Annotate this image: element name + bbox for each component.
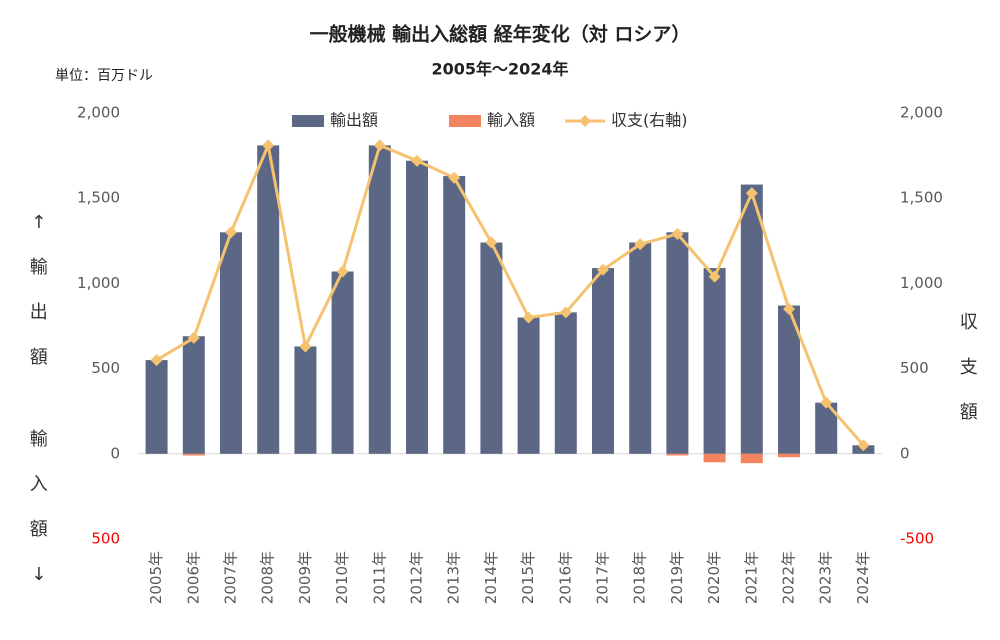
marker [820, 396, 833, 409]
y2-tick-label: 500 [900, 359, 929, 377]
x-tick-label: 2016年 [556, 551, 574, 604]
x-tick-label: 2022年 [780, 551, 798, 604]
y-tick-label: 0 [110, 444, 120, 462]
bar [145, 360, 168, 454]
x-tick-label: 2020年 [705, 551, 723, 604]
x-tick-label: 2009年 [296, 551, 314, 604]
y2-tick-label: 1,000 [900, 274, 943, 292]
marker [597, 263, 609, 276]
bar [182, 453, 205, 456]
marker [783, 302, 795, 315]
bar [778, 305, 800, 454]
legend-swatch [579, 115, 591, 127]
bar [480, 242, 503, 454]
x-tick-label: 2021年 [742, 551, 760, 604]
y-axis-label-top: ↑輸出額 [29, 212, 48, 368]
bar [740, 184, 763, 454]
x-tick-label: 2018年 [631, 551, 649, 604]
x-tick-label: 2023年 [817, 551, 835, 604]
x-tick-label: 2006年 [184, 551, 202, 604]
y2-tick-label: 2,000 [900, 104, 943, 122]
marker [708, 270, 721, 283]
y-tick-label: 500 [91, 530, 120, 548]
y-tick-label: 1,500 [77, 189, 120, 207]
bar [666, 232, 689, 454]
y2-tick-label: -500 [900, 530, 934, 548]
x-tick-label: 2012年 [408, 551, 426, 604]
marker [634, 238, 647, 251]
bar [331, 271, 354, 454]
y-tick-label: 2,000 [77, 104, 120, 122]
bar [220, 232, 242, 454]
y-tick-label: 1,000 [77, 274, 120, 292]
x-tick-label: 2010年 [333, 551, 351, 604]
x-tick-label: 2024年 [854, 551, 872, 604]
bar [703, 453, 726, 463]
bar [406, 160, 428, 454]
bar [592, 268, 614, 454]
y2-tick-label: 1,500 [900, 189, 943, 207]
chart-title: 一般機械 輸出入総額 経年変化（対 ロシア） [310, 23, 691, 46]
x-tick-label: 2015年 [519, 551, 537, 604]
y2-axis-label: 収支額 [959, 312, 978, 423]
marker [299, 340, 312, 353]
bar [257, 145, 280, 454]
x-tick-label: 2017年 [594, 551, 612, 604]
bar [778, 453, 800, 458]
line [155, 140, 865, 447]
y2-tick-label: 0 [900, 444, 910, 462]
y-axis-label-bottom: 輸入額↓ [29, 429, 48, 585]
x-tick-label: 2013年 [445, 551, 463, 604]
bar [703, 268, 726, 454]
marker [262, 139, 275, 152]
marker [671, 227, 684, 240]
marker [150, 354, 163, 367]
x-tick-label: 2014年 [482, 551, 500, 604]
bar [740, 453, 763, 464]
marker [745, 187, 758, 200]
x-tick-label: 2011年 [370, 551, 388, 604]
legend-swatch [449, 115, 481, 127]
bar [294, 346, 317, 454]
marker [857, 439, 870, 452]
x-tick-label: 2008年 [259, 551, 277, 604]
marker [522, 311, 535, 324]
x-tick-label: 2005年 [147, 551, 165, 604]
bar [517, 317, 540, 454]
marker [411, 154, 423, 167]
bar [815, 402, 838, 454]
bar [443, 176, 466, 454]
legend-label: 輸出額 [330, 111, 378, 130]
marker [187, 331, 200, 344]
bar [629, 242, 652, 454]
bar [666, 453, 689, 456]
bar [554, 312, 577, 454]
bar [182, 336, 205, 454]
y-tick-label: 500 [91, 359, 120, 377]
legend-label: 収支(右軸) [611, 111, 688, 130]
marker [225, 226, 237, 239]
legend-label: 輸入額 [487, 111, 535, 130]
marker [373, 139, 386, 152]
unit-label: 単位：百万ドル [55, 68, 153, 84]
x-tick-label: 2007年 [222, 551, 240, 604]
marker [448, 171, 461, 184]
marker [485, 236, 498, 249]
x-tick-label: 2019年 [668, 551, 686, 604]
bar [368, 145, 391, 454]
marker [559, 306, 572, 319]
chart-subtitle: 2005年～2024年 [431, 60, 568, 79]
marker [336, 265, 349, 278]
legend-swatch [292, 115, 324, 127]
